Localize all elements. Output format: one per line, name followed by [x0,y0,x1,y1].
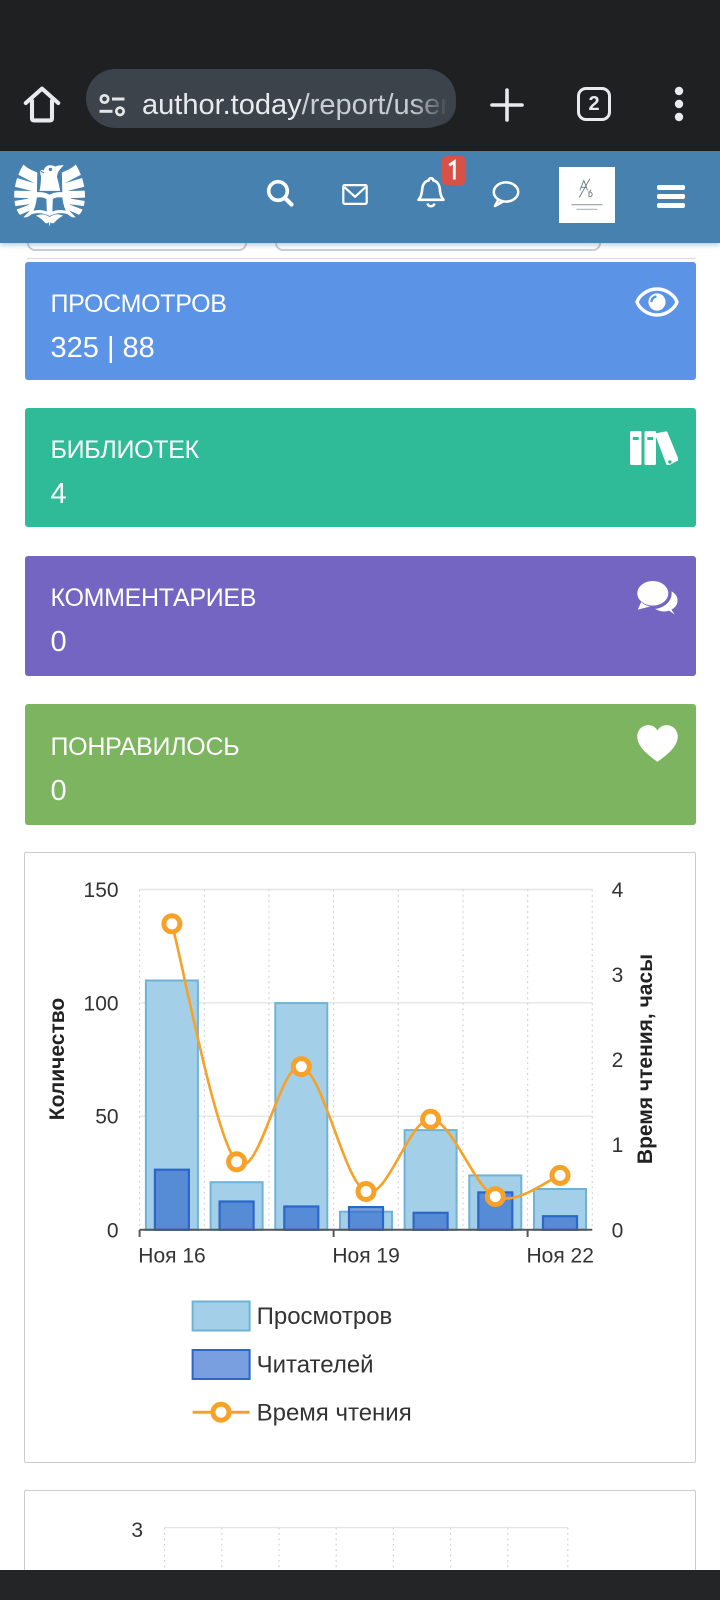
svg-text:Ноя 22: Ноя 22 [526,1245,593,1268]
svg-text:2: 2 [612,1049,624,1072]
svg-text:Читателей: Читателей [257,1352,374,1379]
svg-text:Ноя 16: Ноя 16 [138,1245,205,1268]
svg-text:3: 3 [131,1519,143,1542]
svg-text:150: 150 [84,879,119,902]
svg-text:Время чтения: Время чтения [257,1400,412,1427]
svg-text:0: 0 [612,1219,624,1242]
svg-text:Ноя 19: Ноя 19 [332,1245,399,1268]
svg-text:Просмотров: Просмотров [257,1303,393,1330]
svg-text:Время чтения, часы: Время чтения, часы [634,954,657,1164]
svg-text:0: 0 [107,1219,119,1242]
svg-text:Количество: Количество [46,998,69,1120]
svg-text:1: 1 [612,1134,624,1157]
svg-text:100: 100 [84,992,119,1015]
svg-text:3: 3 [612,964,624,987]
svg-text:4: 4 [612,879,624,902]
svg-text:50: 50 [95,1106,118,1129]
